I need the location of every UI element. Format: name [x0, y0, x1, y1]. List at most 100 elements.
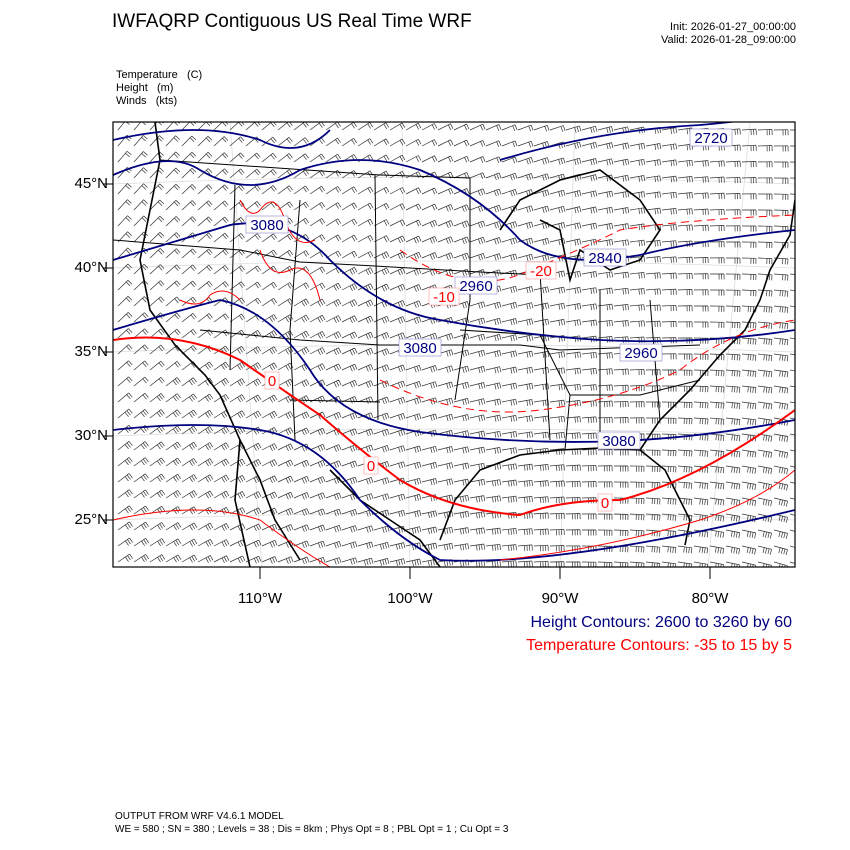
wind-barb — [757, 529, 772, 539]
wind-barb — [773, 257, 789, 265]
wind-barb — [549, 286, 566, 294]
wind-barb — [309, 411, 326, 420]
wind-barb — [645, 256, 661, 263]
wind-barb — [645, 175, 662, 183]
wind-barb — [213, 539, 230, 548]
wind-barb — [261, 556, 278, 564]
wind-barb — [773, 353, 789, 362]
wind-barb — [565, 157, 582, 166]
wind-barb — [661, 256, 677, 263]
wind-barb — [501, 495, 517, 503]
wind-barb — [773, 225, 789, 233]
wind-barb — [197, 168, 213, 179]
wind-barb — [181, 538, 198, 547]
wind-barb — [693, 449, 709, 457]
wind-barb — [517, 479, 533, 487]
wind-barb — [677, 417, 693, 425]
plot-title: IWFAQRP Contiguous US Real Time WRF — [112, 11, 472, 32]
wind-barb — [181, 409, 197, 419]
lon-label: 80°W — [691, 590, 729, 607]
wind-barb — [517, 544, 533, 552]
wind-barb — [213, 474, 230, 483]
wind-barb — [245, 507, 262, 516]
wind-barb — [165, 199, 181, 211]
wind-barb — [741, 177, 757, 184]
wind-barb — [773, 465, 789, 475]
wind-barb — [181, 151, 197, 163]
wind-barb — [437, 543, 454, 551]
wind-barb — [773, 177, 789, 184]
wind-barb — [517, 496, 533, 503]
wind-barb — [341, 428, 358, 436]
wind-barb — [549, 319, 566, 326]
wind-barb — [741, 449, 757, 458]
wind-barb — [149, 377, 165, 387]
wind-barb — [709, 417, 725, 425]
wind-barb — [758, 193, 773, 200]
wind-barb — [533, 367, 550, 374]
height-label: 2960 — [624, 345, 657, 362]
wind-barb — [709, 433, 725, 442]
wind-barb — [677, 497, 693, 506]
wind-barb — [565, 125, 582, 133]
wind-barb — [261, 443, 278, 451]
wind-barb — [789, 513, 795, 522]
wind-barb — [245, 265, 261, 275]
wind-barb — [229, 313, 245, 323]
wind-barb — [437, 526, 454, 535]
wind-barb — [485, 237, 502, 245]
wind-barb — [357, 202, 374, 211]
wind-barb — [261, 314, 278, 323]
wind-barb — [149, 473, 165, 483]
height-label: 3080 — [403, 340, 436, 357]
wind-barb — [581, 271, 598, 278]
wind-barb — [725, 176, 741, 184]
wind-barb — [277, 233, 293, 243]
wind-barb — [757, 401, 773, 410]
wind-barb — [789, 449, 795, 457]
wind-barb — [405, 332, 422, 341]
wind-barb — [357, 186, 374, 195]
wind-barb — [533, 560, 549, 567]
wind-barb — [693, 224, 709, 232]
wind-barb — [421, 155, 438, 163]
wind-barb — [677, 143, 694, 151]
wind-barb — [117, 296, 133, 307]
wind-barb — [277, 427, 294, 436]
wind-barb — [485, 221, 502, 229]
wind-barb — [613, 400, 629, 408]
lon-label: 110°W — [237, 590, 283, 607]
wind-barb — [677, 369, 693, 376]
wind-barb — [309, 137, 325, 147]
wind-barb — [565, 529, 581, 536]
wind-barb — [741, 481, 757, 490]
wind-barb — [565, 561, 581, 567]
wind-barb — [181, 264, 197, 275]
wind-barb — [149, 441, 165, 451]
wind-barb — [517, 253, 534, 262]
wind-barb — [597, 336, 613, 343]
wind-barb — [357, 347, 374, 356]
wind-barb — [661, 224, 677, 231]
wind-barb — [309, 218, 326, 227]
wind-barb — [341, 363, 358, 372]
wind-barb — [533, 302, 550, 310]
wind-barb — [437, 397, 454, 405]
wind-barb — [229, 378, 246, 387]
wind-barb — [629, 304, 645, 311]
height-contours — [113, 122, 795, 562]
wind-barb — [293, 492, 310, 500]
wind-barb — [389, 219, 406, 227]
wind-barb — [693, 160, 709, 167]
wind-barb — [437, 236, 454, 244]
wind-barb — [709, 208, 725, 216]
wind-barb — [453, 139, 470, 147]
wind-barb — [213, 200, 229, 211]
wind-barb — [741, 128, 757, 136]
wind-barb — [325, 234, 342, 243]
wind-barb — [549, 415, 565, 423]
wind-barb — [757, 353, 773, 362]
wind-barb — [741, 193, 757, 200]
wind-barb — [773, 497, 788, 507]
wind-barb — [341, 331, 358, 340]
